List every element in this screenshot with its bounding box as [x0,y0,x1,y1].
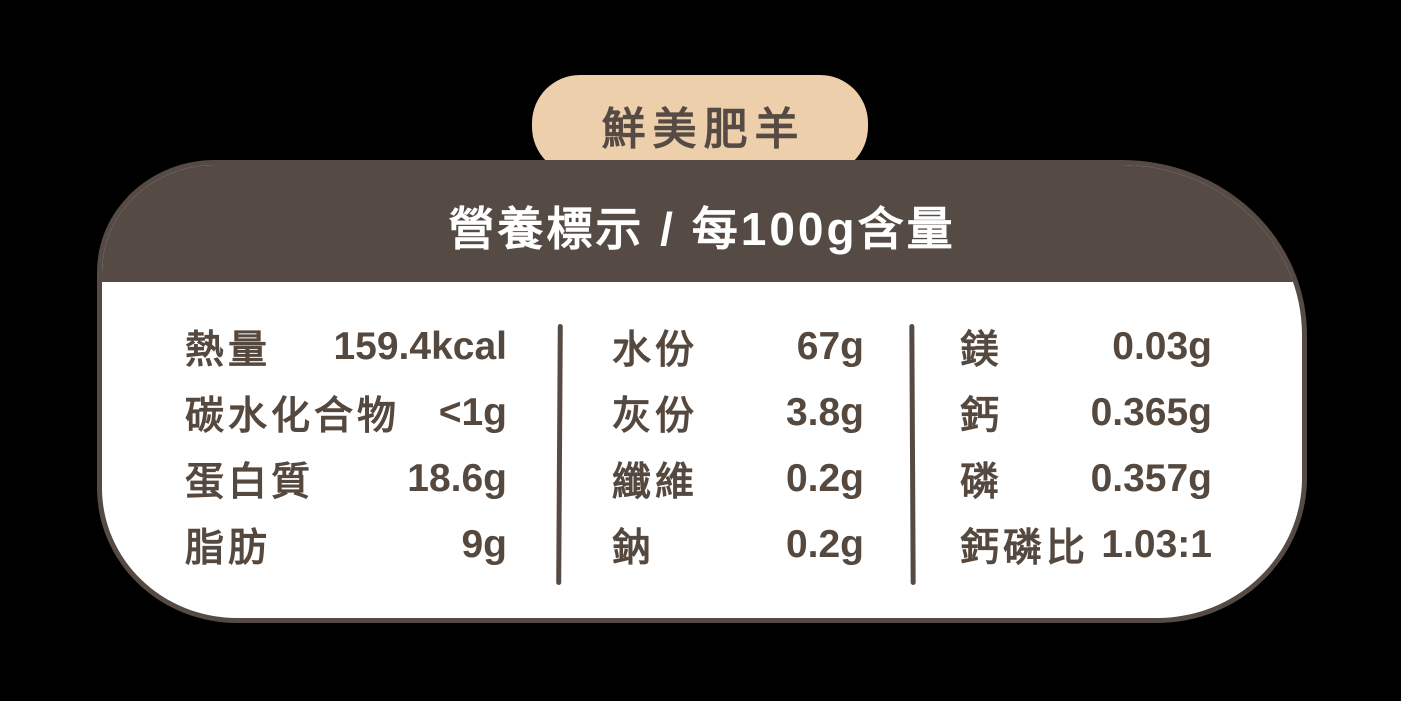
nutrient-label: 鈉 [612,527,656,570]
nutrition-row-fat: 脂肪 9g [185,512,507,578]
nutrient-value: 0.03g [1112,325,1212,368]
nutrition-row-sodium: 鈉 0.2g [612,512,864,578]
nutrition-column-1: 熱量 159.4kcal 碳水化合物 <1g 蛋白質 18.6g 脂肪 9g [185,314,507,578]
nutrition-row-phosphorus: 磷 0.357g [960,446,1212,512]
nutrition-row-ca-p-ratio: 鈣磷比 1.03:1 [960,512,1212,578]
nutrient-value: 67g [796,325,864,368]
nutrient-label: 水份 [612,329,699,372]
card-header: 營養標示 / 每100g含量 [102,165,1302,282]
nutrient-label: 灰份 [612,395,699,438]
nutrient-value: 1.03:1 [1101,523,1212,566]
nutrient-label: 碳水化合物 [185,395,401,438]
nutrition-row-fiber: 纖維 0.2g [612,446,864,512]
nutrient-value: 159.4kcal [333,325,507,368]
nutrient-label: 磷 [960,461,1004,504]
nutrient-value: <1g [438,391,507,434]
nutrient-value: 0.2g [785,457,864,500]
nutrition-row-calories: 熱量 159.4kcal [185,314,507,380]
nutrient-label: 熱量 [185,329,272,372]
nutrient-label: 蛋白質 [185,461,315,504]
nutrient-label: 鎂 [960,329,1004,372]
card-title: 營養標示 / 每100g含量 [448,202,956,255]
nutrition-row-carbohydrate: 碳水化合物 <1g [185,380,507,446]
column-divider-1 [556,323,563,586]
nutrient-value: 9g [461,523,507,566]
nutrition-row-ash: 灰份 3.8g [612,380,864,446]
nutrient-label: 鈣磷比 [960,527,1090,570]
nutrient-value: 3.8g [785,391,864,434]
product-name: 鮮美肥羊 [601,105,806,154]
nutrition-table: 熱量 159.4kcal 碳水化合物 <1g 蛋白質 18.6g 脂肪 9g [102,282,1302,618]
product-name-badge: 鮮美肥羊 [532,75,868,175]
nutrient-value: 18.6g [407,457,507,500]
nutrient-label: 鈣 [960,395,1004,438]
nutrient-label: 纖維 [612,461,699,504]
column-divider-2 [909,323,916,586]
nutrition-column-3: 鎂 0.03g 鈣 0.365g 磷 0.357g 鈣磷比 1.03:1 [960,314,1212,578]
nutrition-card: 營養標示 / 每100g含量 熱量 159.4kcal 碳水化合物 <1g 蛋白… [97,160,1307,623]
nutrient-value: 0.357g [1090,457,1212,500]
nutrition-row-protein: 蛋白質 18.6g [185,446,507,512]
nutrition-row-calcium: 鈣 0.365g [960,380,1212,446]
nutrition-column-2: 水份 67g 灰份 3.8g 纖維 0.2g 鈉 0.2g [612,314,864,578]
nutrient-value: 0.2g [785,523,864,566]
nutrition-row-magnesium: 鎂 0.03g [960,314,1212,380]
nutrient-value: 0.365g [1090,391,1212,434]
nutrient-label: 脂肪 [185,527,272,570]
nutrition-row-moisture: 水份 67g [612,314,864,380]
